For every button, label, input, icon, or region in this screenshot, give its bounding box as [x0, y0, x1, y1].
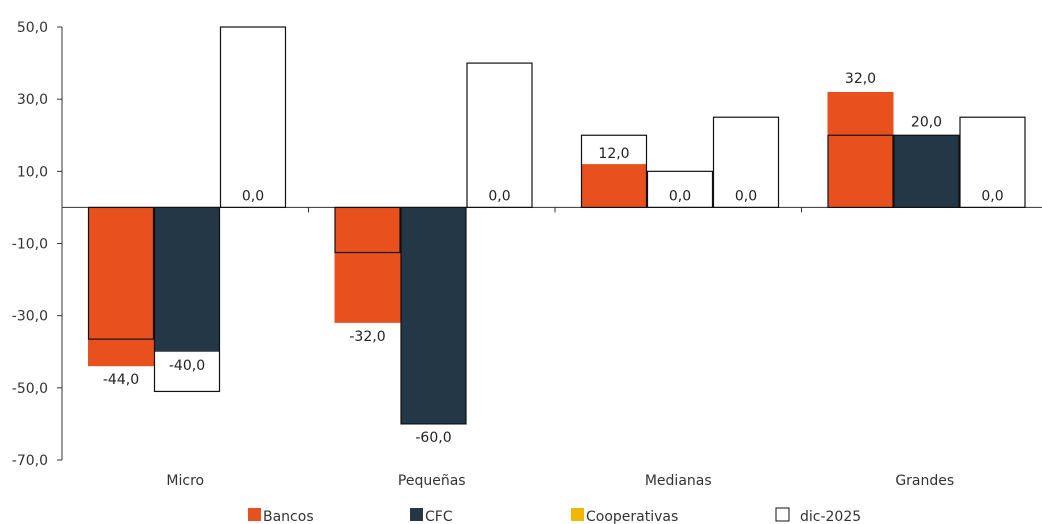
legend-label: dic-2025 [800, 509, 861, 524]
data-label: -44,0 [103, 372, 139, 388]
data-label: 12,0 [598, 146, 629, 162]
bar-cfc [154, 207, 220, 352]
legend-label: Cooperativas [586, 509, 678, 524]
data-label: -60,0 [415, 430, 451, 446]
reference-bar [466, 62, 533, 209]
reference-bar [893, 134, 960, 209]
reference-bar [580, 134, 648, 209]
reference-bar [334, 206, 401, 254]
y-tick-label: 30,0 [17, 92, 48, 108]
reference-bar [827, 134, 894, 209]
reference-bar [400, 206, 467, 425]
bar-bancos [827, 91, 894, 208]
reference-bars [87, 26, 1026, 425]
legend-label: Bancos [263, 509, 314, 524]
data-label: 0,0 [669, 188, 691, 204]
legend-swatch [775, 507, 790, 522]
data-label: 0,0 [735, 188, 757, 204]
bar-bancos [581, 164, 647, 208]
reference-bar [712, 116, 780, 209]
data-label: -32,0 [349, 329, 385, 345]
category-label: Grandes [895, 473, 954, 489]
y-tick-label: 10,0 [17, 164, 48, 180]
legend-swatch [248, 508, 261, 521]
data-label: -40,0 [169, 358, 205, 374]
legend: Bancos CFC Cooperativas dic-2025 [248, 507, 861, 524]
legend-swatch [410, 508, 423, 521]
legend-label: CFC [425, 509, 453, 524]
category-label: Medianas [645, 473, 712, 489]
data-label: 0,0 [242, 188, 264, 204]
data-label: 0,0 [488, 188, 510, 204]
reference-bar [87, 206, 155, 340]
y-tick-label: -50,0 [12, 381, 48, 397]
axes: 50,0 30,0 10,0 -10,0 -30,0 -50,0 -70,0 Micro Peq… [12, 20, 1042, 489]
data-label: 32,0 [845, 71, 876, 87]
category-label: Pequeñas [398, 473, 466, 489]
reference-bar [153, 206, 221, 393]
reference-bar [959, 116, 1026, 209]
category-label: Micro [166, 473, 204, 489]
data-labels: -44,0 -32,0 12,0 32,0 -40,0 -60,0 0,0 20,0 0,0 0,… [103, 71, 1004, 446]
reference-bar [646, 170, 714, 209]
y-tick-label: -30,0 [12, 309, 48, 325]
legend-swatch [571, 508, 584, 521]
bar-bancos [88, 207, 154, 367]
data-label: 0,0 [981, 188, 1003, 204]
bar-bancos [334, 207, 401, 323]
data-label: 20,0 [911, 114, 942, 130]
bar-cfc [400, 207, 467, 424]
y-tick-label: -70,0 [12, 453, 48, 469]
y-tick-label: 50,0 [17, 20, 48, 36]
reference-bar [219, 26, 287, 209]
bars [88, 91, 960, 424]
y-tick-label: -10,0 [12, 237, 48, 253]
bar-cfc [893, 135, 960, 208]
